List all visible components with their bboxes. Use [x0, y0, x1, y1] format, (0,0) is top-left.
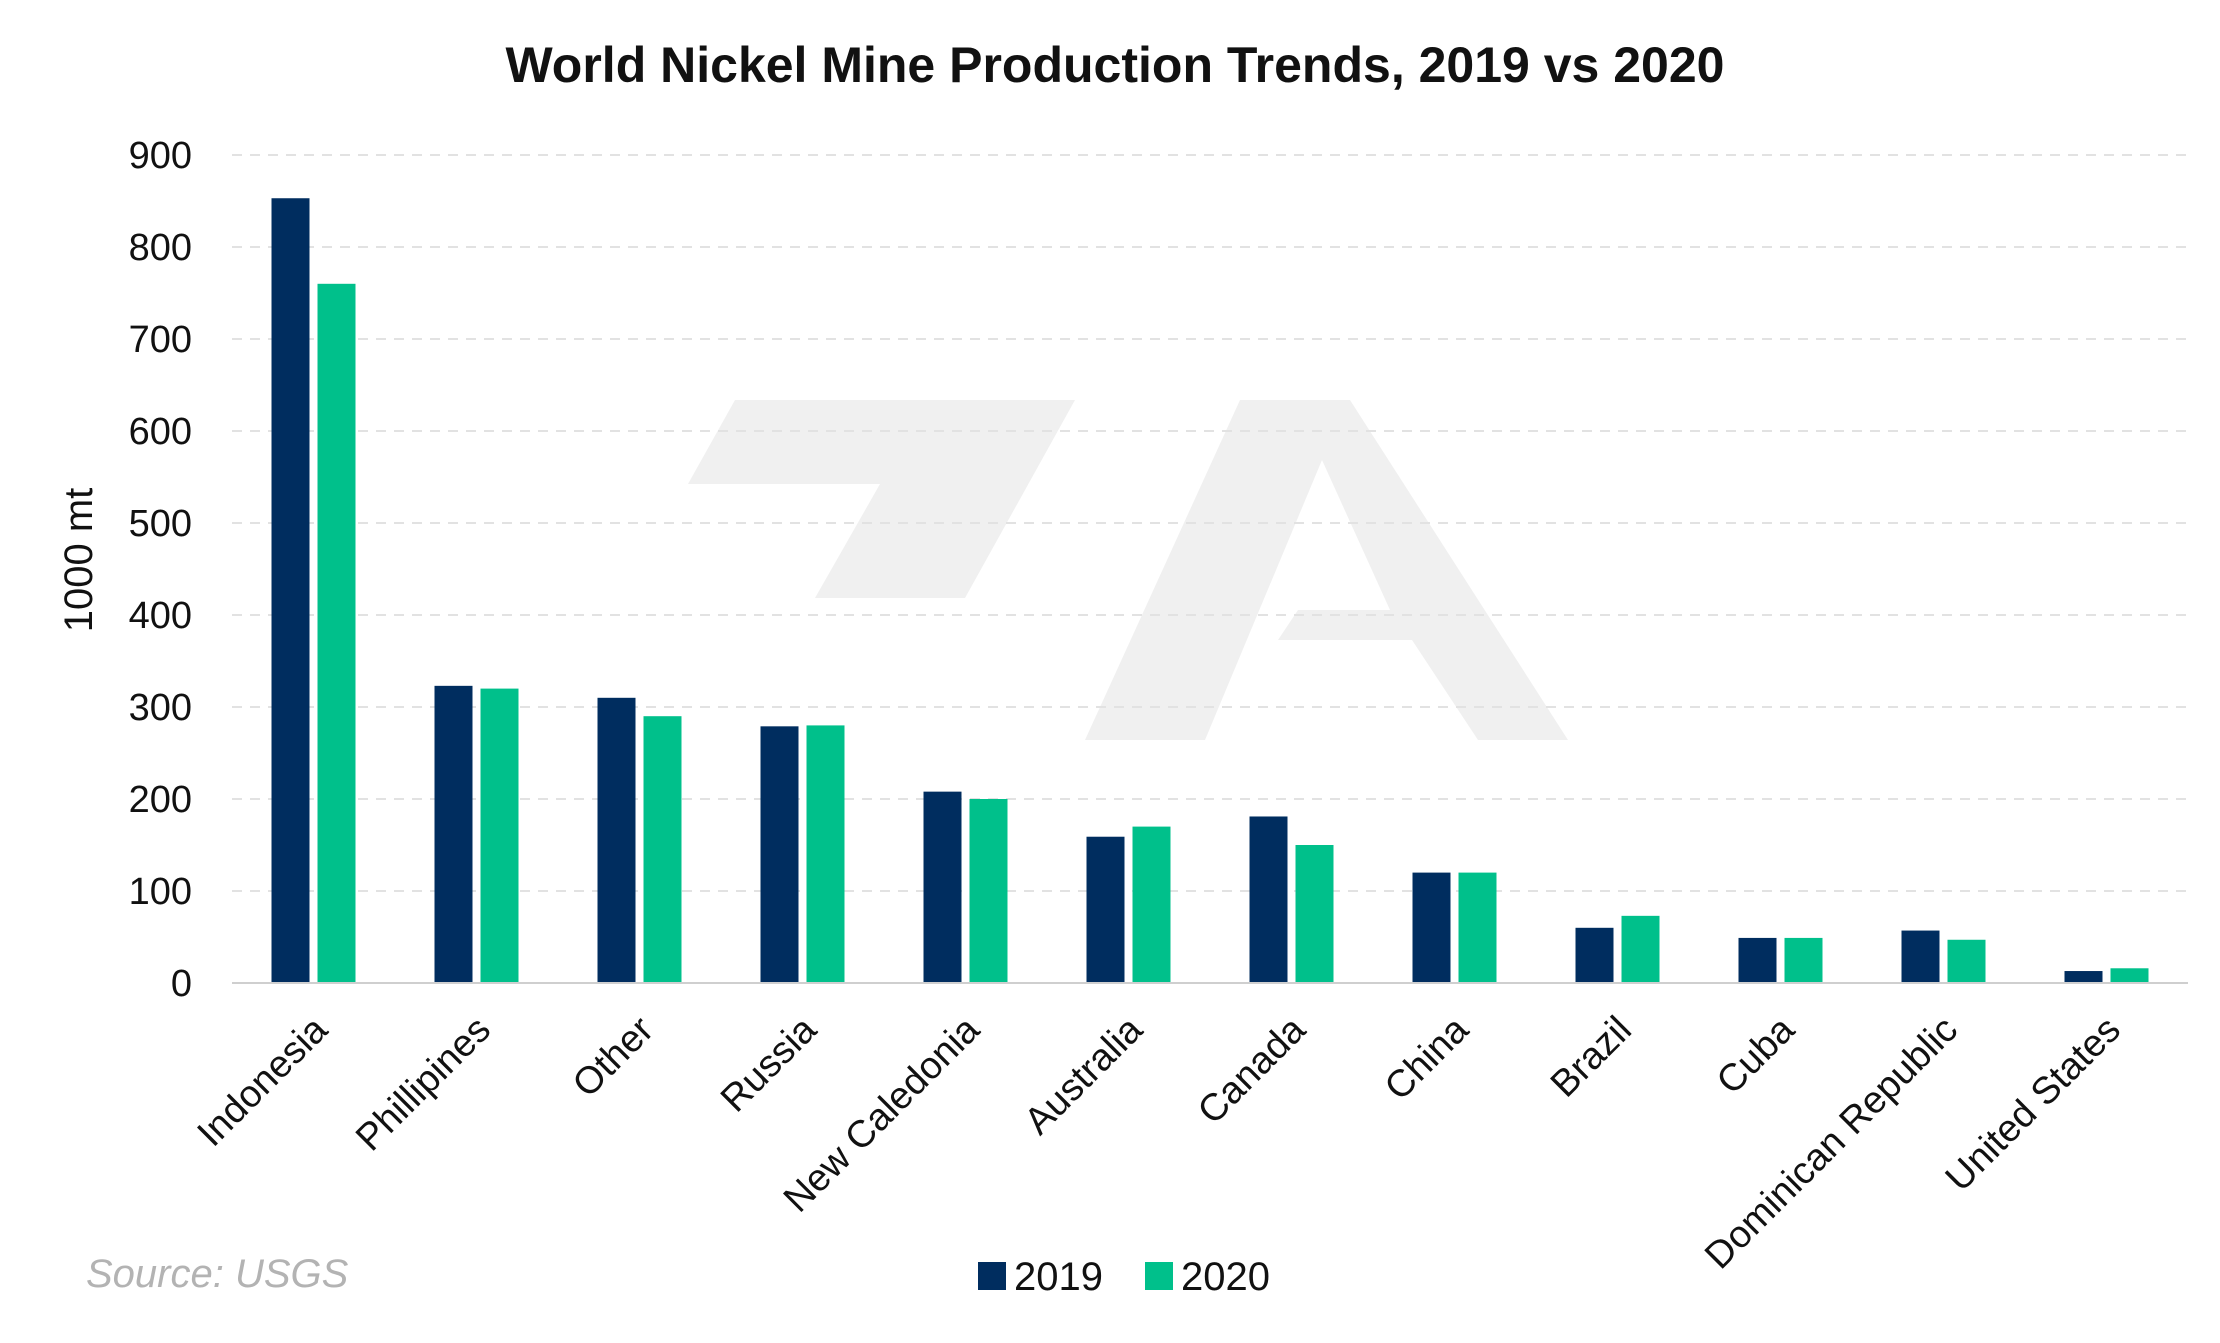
bar-2020-other	[643, 716, 682, 983]
bar-2019-australia	[1086, 836, 1125, 983]
y-tick-label: 900	[129, 135, 192, 177]
bar-2019-other	[597, 697, 636, 983]
bar-2019-russia	[760, 726, 799, 983]
x-category-label: Australia	[1017, 1008, 1152, 1143]
x-category-label: Indonesia	[190, 1008, 337, 1155]
bar-2020-brazil	[1621, 915, 1660, 983]
bar-2020-phillipines	[480, 688, 519, 983]
bars	[271, 198, 2149, 984]
bar-2019-canada	[1249, 816, 1288, 983]
y-tick-label: 0	[171, 963, 192, 1005]
y-tick-label: 600	[129, 411, 192, 453]
x-category-label: China	[1377, 1008, 1478, 1109]
y-tick-label: 400	[129, 595, 192, 637]
y-tick-label: 700	[129, 319, 192, 361]
bar-2019-brazil	[1575, 927, 1614, 983]
bar-2020-russia	[806, 725, 845, 983]
chart-title: World Nickel Mine Production Trends, 201…	[506, 37, 1725, 93]
bar-2020-cuba	[1784, 937, 1823, 983]
bar-2019-china	[1412, 872, 1451, 983]
bar-2020-china	[1458, 872, 1497, 983]
source-note: Source: USGS	[86, 1252, 349, 1296]
bar-2019-new-caledonia	[923, 791, 962, 983]
legend-swatch-2020	[1145, 1262, 1173, 1290]
legend-swatch-2019	[978, 1262, 1006, 1290]
bar-2019-indonesia	[271, 198, 310, 984]
bar-2019-united-states	[2064, 971, 2103, 983]
x-category-label: Phillipines	[348, 1009, 499, 1160]
y-tick-label: 100	[129, 871, 192, 913]
x-category-label: Other	[565, 1008, 662, 1105]
x-category-label: Canada	[1190, 1008, 1314, 1132]
y-tick-label: 800	[129, 227, 192, 269]
y-axis-ticks: 0 100 200 300 400 500 600 700 800 900	[129, 135, 192, 1005]
bar-2020-indonesia	[317, 283, 356, 983]
bar-2020-new-caledonia	[969, 799, 1008, 983]
y-tick-label: 500	[129, 503, 192, 545]
legend: 2019 2020	[978, 1255, 1270, 1299]
gridlines	[232, 154, 2188, 892]
bar-2020-canada	[1295, 845, 1334, 983]
bar-2020-australia	[1132, 826, 1171, 983]
x-category-label: Brazil	[1543, 1009, 1640, 1106]
bar-2019-dominican-republic	[1901, 930, 1940, 983]
bar-2020-dominican-republic	[1947, 939, 1986, 983]
y-tick-label: 300	[129, 687, 192, 729]
x-category-label: Cuba	[1709, 1008, 1804, 1103]
x-category-label: United States	[1938, 1009, 2129, 1200]
bar-2019-phillipines	[434, 685, 473, 983]
watermark-logo	[688, 400, 1568, 740]
y-axis-label: 1000 mt	[57, 488, 101, 633]
y-tick-label: 200	[129, 779, 192, 821]
bar-2019-cuba	[1738, 937, 1777, 983]
x-category-label: Russia	[713, 1008, 825, 1120]
legend-label-2019: 2019	[1014, 1255, 1103, 1299]
bar-2020-united-states	[2110, 968, 2149, 983]
legend-label-2020: 2020	[1181, 1255, 1270, 1299]
